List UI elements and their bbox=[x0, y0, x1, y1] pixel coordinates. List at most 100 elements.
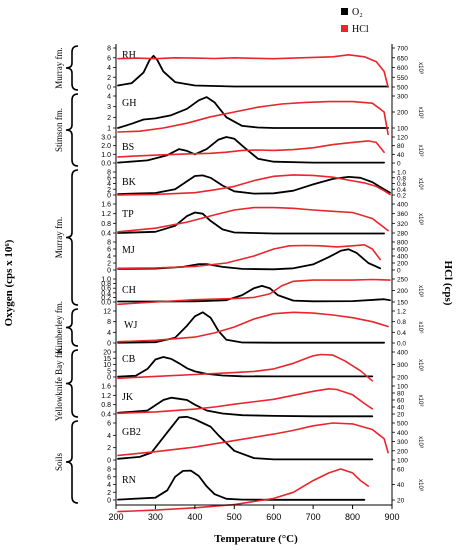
right-tick-label: 100 bbox=[397, 458, 408, 465]
right-tick-label: 360 bbox=[397, 211, 408, 218]
panel-wj: 12 8 4 0 1.2 0.8 0.4 0.0 x10⁶ WJ bbox=[103, 307, 424, 348]
panel-name: RH bbox=[122, 50, 136, 61]
legend-label-hcl: HCl bbox=[352, 24, 369, 35]
formation-label: Stimson fm. bbox=[54, 108, 64, 152]
panel-name: MJ bbox=[122, 245, 135, 256]
left-tick-label: 0 bbox=[107, 458, 111, 465]
x-tick-label: 500 bbox=[227, 512, 242, 522]
bracket-shape bbox=[65, 45, 79, 91]
left-tick-label: 8 bbox=[107, 46, 111, 53]
right-tick-label: 120 bbox=[397, 135, 408, 142]
series-hcl-line bbox=[117, 206, 389, 233]
right-tick-label: 60 bbox=[397, 467, 405, 474]
series-hcl-line bbox=[117, 54, 389, 88]
formation-label: Yellowknife Bay fm. bbox=[54, 346, 64, 421]
left-tick-label: 2 bbox=[107, 490, 111, 497]
panel-name: TP bbox=[122, 209, 134, 220]
right-tick-label: 60 bbox=[397, 398, 405, 405]
series-o2-line bbox=[117, 285, 391, 303]
formation-bracket: Soils bbox=[54, 420, 79, 504]
series-hcl-line bbox=[117, 311, 389, 343]
right-axis-multiplier: x10³ bbox=[417, 62, 423, 74]
left-tick-label: 3.0 bbox=[101, 135, 111, 142]
left-tick-label: 0.0 bbox=[101, 161, 111, 168]
x-tick-label: 900 bbox=[384, 512, 399, 522]
right-axis-multiplier: x10³ bbox=[417, 213, 423, 225]
left-tick-label: 8 bbox=[107, 467, 111, 474]
left-tick-label: 3 bbox=[107, 104, 111, 111]
left-tick-label: 2 bbox=[107, 75, 111, 82]
series-hcl-line bbox=[117, 388, 374, 415]
left-tick-label: 2 bbox=[107, 445, 111, 452]
left-tick-label: 4 bbox=[107, 433, 111, 440]
right-axis-multiplier: x10³ bbox=[417, 395, 423, 407]
panel-name: GB2 bbox=[122, 427, 141, 438]
series-hcl-line bbox=[117, 100, 389, 136]
right-tick-label: 250 bbox=[397, 277, 408, 284]
left-tick-label: 0.2 bbox=[101, 295, 111, 302]
left-tick-label: 6 bbox=[107, 175, 111, 182]
bracket-shape bbox=[65, 420, 79, 504]
left-tick-label: 1.0 bbox=[101, 152, 111, 159]
left-tick-label: 2 bbox=[107, 187, 111, 194]
right-tick-label: 550 bbox=[397, 75, 408, 82]
right-axis-multiplier: x10³ bbox=[417, 107, 423, 119]
left-tick-label: 0.8 bbox=[101, 221, 111, 228]
x-axis: 200 300 400 500 600 700 800 900 bbox=[108, 504, 400, 522]
formation-bracket: Murray fm. bbox=[54, 169, 79, 306]
left-tick-label: 6 bbox=[107, 421, 111, 428]
right-tick-label: 20 bbox=[397, 498, 405, 505]
left-tick-label: 20 bbox=[103, 350, 111, 357]
right-tick-label: 650 bbox=[397, 55, 408, 62]
left-tick-label: 1.2 bbox=[101, 393, 111, 400]
panel-tp: 1.6 1.2 0.8 0.4 400 360 320 280 x10³ TP bbox=[101, 200, 423, 238]
legend: O₂ HCl bbox=[341, 7, 369, 35]
right-tick-label: 320 bbox=[397, 221, 408, 228]
x-axis-label: Temperature (°C) bbox=[214, 533, 298, 545]
right-tick-label: 400 bbox=[397, 202, 408, 209]
series-hcl-line bbox=[117, 140, 385, 158]
panel-name: BS bbox=[122, 142, 134, 153]
left-tick-label: 0.6 bbox=[101, 286, 111, 293]
panel-ch: 1.00.80.60.40.20.0 250 200 150 x10³ CH bbox=[101, 275, 423, 307]
right-axis-multiplier: x10³ bbox=[417, 285, 423, 297]
series-o2-line bbox=[117, 248, 382, 271]
x-tick-label: 300 bbox=[148, 512, 163, 522]
series-hcl-line bbox=[117, 174, 391, 196]
legend-swatch-hcl bbox=[341, 25, 348, 32]
panel-name: RN bbox=[122, 475, 136, 486]
panel-name: BK bbox=[122, 177, 137, 188]
right-tick-label: 400 bbox=[397, 350, 408, 357]
right-tick-label: 80 bbox=[397, 143, 405, 150]
x-tick-label: 700 bbox=[306, 512, 321, 522]
left-tick-label: 4 bbox=[107, 482, 111, 489]
x-tick-label: 800 bbox=[345, 512, 360, 522]
right-axis-multiplier: x10³ bbox=[417, 359, 423, 371]
series-o2-line bbox=[117, 469, 366, 501]
series-o2-line bbox=[117, 211, 385, 235]
bracket-shape bbox=[65, 308, 79, 347]
series-o2-line bbox=[117, 311, 385, 344]
left-tick-label: 0 bbox=[107, 268, 111, 275]
right-tick-label: 200 bbox=[397, 448, 408, 455]
right-axis-label: HCl (cps) bbox=[442, 261, 454, 306]
bracket-shape bbox=[65, 349, 79, 418]
left-tick-label: 8 bbox=[107, 319, 111, 326]
chart-panels: 86420700650600550500x10³RH4321300200100x… bbox=[101, 44, 424, 513]
left-tick-label: 1.6 bbox=[101, 384, 111, 391]
right-tick-label: 40 bbox=[397, 152, 405, 159]
right-tick-label: 100 bbox=[397, 126, 408, 133]
left-tick-label: 0.8 bbox=[101, 281, 111, 288]
left-tick-label: 2 bbox=[107, 261, 111, 268]
left-tick-label: 2 bbox=[107, 115, 111, 122]
right-tick-label: 40 bbox=[397, 482, 405, 489]
series-o2-line bbox=[117, 96, 389, 129]
left-tick-label: 1 bbox=[107, 126, 111, 133]
right-tick-label: 400 bbox=[397, 254, 408, 261]
right-tick-label: 150 bbox=[397, 300, 408, 307]
right-tick-label: 500 bbox=[397, 421, 408, 428]
